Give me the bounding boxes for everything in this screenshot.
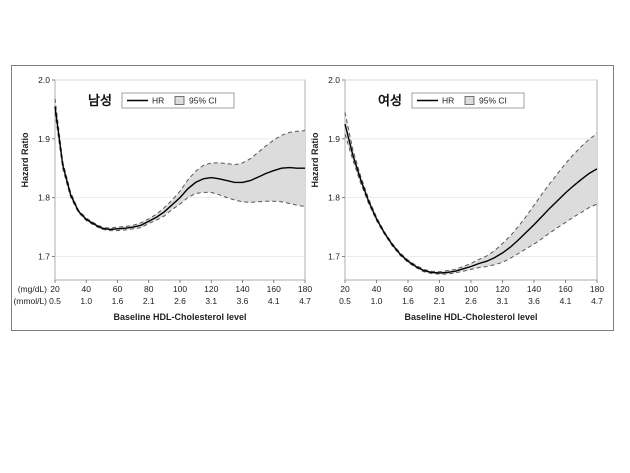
y-tick-label: 1.8 — [328, 193, 340, 203]
x-unit-mg: (mg/dL) — [18, 284, 47, 294]
x-tick-label-mg: 140 — [527, 284, 541, 294]
ci-band — [345, 112, 597, 275]
y-tick-label: 1.9 — [38, 134, 50, 144]
y-tick-label: 2.0 — [38, 75, 50, 85]
y-tick-label: 1.7 — [328, 251, 340, 261]
y-tick-label: 1.7 — [38, 251, 50, 261]
x-tick-label-mg: 180 — [590, 284, 604, 294]
legend-hr-label: HR — [152, 96, 164, 106]
ci-lower-line — [54, 112, 306, 232]
x-tick-label-mmol: 4.7 — [299, 296, 311, 306]
x-tick-label-mmol: 3.1 — [497, 296, 509, 306]
x-tick-label-mg: 60 — [403, 284, 413, 294]
x-tick-label-mmol: 2.6 — [174, 296, 186, 306]
ci-band — [55, 98, 305, 231]
x-tick-label-mg: 120 — [204, 284, 218, 294]
x-tick-label-mg: 180 — [298, 284, 312, 294]
x-tick-label-mg: 40 — [82, 284, 92, 294]
x-tick-label-mmol: 3.1 — [205, 296, 217, 306]
x-tick-label-mmol: 1.6 — [402, 296, 414, 306]
x-tick-label-mg: 40 — [372, 284, 382, 294]
figure-frame — [11, 65, 614, 331]
x-unit-mmol: (mmol/L) — [13, 296, 47, 306]
x-tick-label-mmol: 4.1 — [560, 296, 572, 306]
ci-upper-line — [344, 112, 598, 273]
x-tick-label-mg: 100 — [173, 284, 187, 294]
y-axis-label: Hazard Ratio — [20, 132, 30, 188]
y-tick-label: 1.8 — [38, 193, 50, 203]
x-tick-label-mg: 120 — [495, 284, 509, 294]
x-tick-label-mg: 80 — [435, 284, 445, 294]
y-axis-label: Hazard Ratio — [310, 132, 320, 188]
x-tick-label-mmol: 2.6 — [465, 296, 477, 306]
x-tick-label-mg: 60 — [113, 284, 123, 294]
x-tick-label-mg: 160 — [558, 284, 572, 294]
x-tick-label-mmol: 1.6 — [112, 296, 124, 306]
x-tick-label-mmol: 4.7 — [591, 296, 603, 306]
x-tick-label-mmol: 0.5 — [339, 296, 351, 306]
x-tick-label-mmol: 1.0 — [371, 296, 383, 306]
x-tick-label-mmol: 3.6 — [528, 296, 540, 306]
panel-title: 여성 — [378, 93, 402, 109]
x-tick-label-mmol: 3.6 — [237, 296, 249, 306]
x-tick-label-mmol: 4.1 — [268, 296, 280, 306]
x-tick-label-mg: 160 — [267, 284, 281, 294]
x-tick-label-mg: 20 — [50, 284, 60, 294]
x-tick-label-mg: 20 — [340, 284, 350, 294]
y-tick-label: 2.0 — [328, 75, 340, 85]
x-tick-label-mg: 140 — [235, 284, 249, 294]
x-tick-label-mmol: 0.5 — [49, 296, 61, 306]
x-axis-label: Baseline HDL-Cholesterol level — [404, 312, 537, 322]
y-tick-label: 1.9 — [328, 134, 340, 144]
ci-upper-line — [54, 98, 306, 229]
legend-hr-label: HR — [442, 96, 454, 106]
x-tick-label-mg: 80 — [144, 284, 154, 294]
x-tick-label-mg: 100 — [464, 284, 478, 294]
x-axis-label: Baseline HDL-Cholesterol level — [113, 312, 246, 322]
x-tick-label-mmol: 1.0 — [80, 296, 92, 306]
x-tick-label-mmol: 2.1 — [434, 296, 446, 306]
legend-ci-label: 95% CI — [189, 96, 217, 106]
legend-ci-label: 95% CI — [479, 96, 507, 106]
legend-ci-swatch — [174, 96, 185, 105]
x-tick-label-mmol: 2.1 — [143, 296, 155, 306]
hr-line — [54, 106, 305, 231]
panel-title: 남성 — [88, 93, 112, 109]
hr-line — [344, 123, 598, 274]
legend-ci-swatch — [464, 96, 475, 105]
